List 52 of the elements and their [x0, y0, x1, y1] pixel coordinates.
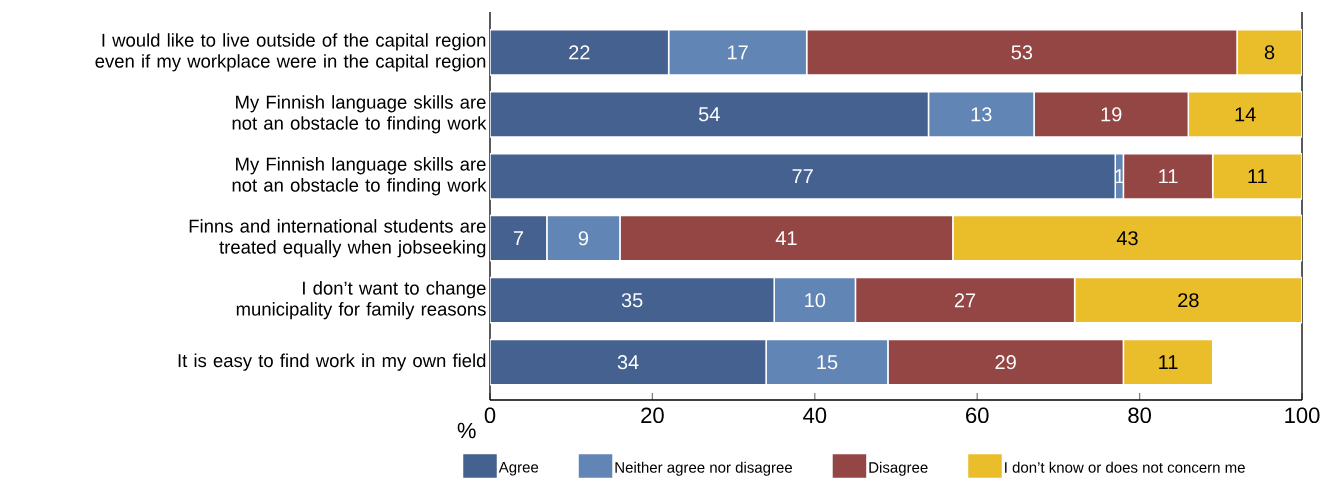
data-label: 27	[954, 293, 976, 308]
x-tick-label: 40	[803, 407, 827, 424]
legend-label: I don’t know or does not concern me	[1005, 461, 1245, 473]
x-tick-label: 80	[1128, 407, 1151, 424]
data-label: 11	[1248, 169, 1267, 184]
bar	[490, 28, 670, 76]
y-tick-label: I don’t want to change municipality for family reasons	[236, 281, 486, 320]
data-label: 7	[513, 231, 523, 246]
data-label: 28	[1178, 293, 1199, 308]
bar	[490, 214, 548, 262]
data-label: 10	[805, 293, 826, 308]
bar	[490, 152, 1116, 200]
x-tick-label: 0	[484, 407, 496, 424]
x-tick-label: 60	[966, 407, 989, 424]
data-label: 54	[698, 107, 720, 122]
bar	[1236, 28, 1303, 76]
x-tick-label: 20	[641, 407, 664, 424]
data-label: 41	[775, 231, 797, 246]
data-label: 19	[1101, 107, 1122, 122]
data-label: 13	[971, 107, 992, 122]
bar	[1073, 276, 1303, 324]
bar	[1187, 90, 1303, 138]
bar	[952, 214, 1303, 262]
bar	[490, 276, 775, 324]
x-tick-label: 100	[1285, 407, 1320, 424]
y-tick-label: It is easy to find work in my own field	[178, 353, 486, 371]
data-label: 29	[995, 355, 1016, 370]
data-label: 22	[569, 45, 590, 60]
data-label: 34	[617, 355, 639, 370]
y-tick-label: Finns and international students are treated equally when jobseeking	[189, 219, 486, 258]
legend-label: Disagree	[869, 461, 928, 476]
data-label: 53	[1011, 45, 1033, 60]
legend-label: Agree	[498, 462, 539, 476]
data-label: 15	[817, 355, 838, 370]
data-label: 11	[1159, 169, 1178, 184]
data-label: 11	[1159, 355, 1178, 370]
data-label: 9	[578, 231, 589, 246]
data-label: 43	[1116, 231, 1138, 246]
bar	[490, 338, 767, 386]
x-axis-title: %	[457, 422, 476, 439]
data-label: 35	[621, 293, 643, 308]
bar	[490, 90, 930, 138]
y-tick-label: My Finnish language skills are not an obstacle to finding work	[232, 157, 487, 196]
data-label: 77	[792, 169, 813, 184]
bar	[1122, 338, 1214, 386]
data-label: 17	[728, 45, 748, 60]
data-label: 14	[1235, 107, 1256, 122]
y-tick-label: My Finnish language skills are not an obstacle to finding work	[232, 95, 487, 134]
y-tick-label: I would like to live outside of the capital region even if my workplace were in the capital region	[95, 33, 486, 72]
data-label: 8	[1264, 45, 1275, 60]
bar	[1211, 152, 1303, 200]
legend-label: Neither agree nor disagree	[615, 461, 792, 476]
